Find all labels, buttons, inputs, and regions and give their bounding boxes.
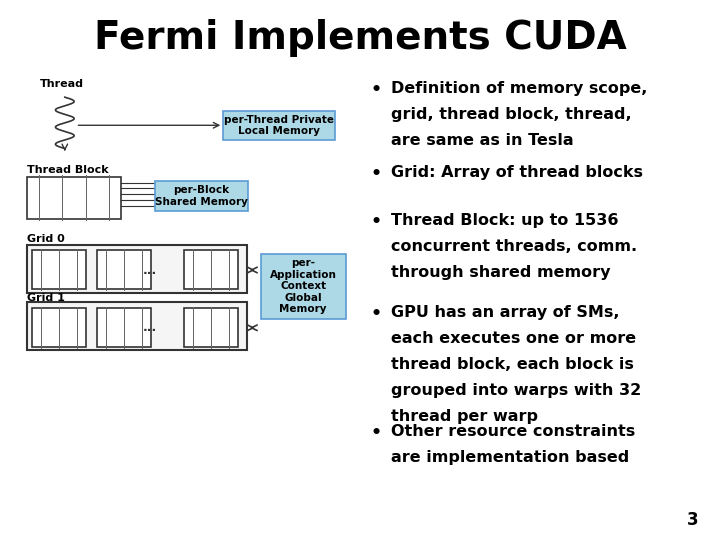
Text: per-Thread Private
Local Memory: per-Thread Private Local Memory [224, 115, 334, 137]
Text: Other resource constraints: Other resource constraints [391, 424, 635, 439]
Text: are implementation based: are implementation based [391, 450, 629, 465]
Text: Thread Block: up to 1536: Thread Block: up to 1536 [391, 213, 618, 228]
Text: ...: ... [143, 264, 157, 276]
Text: Grid 1: Grid 1 [27, 293, 66, 303]
FancyBboxPatch shape [261, 254, 346, 319]
Text: per-Block
Shared Memory: per-Block Shared Memory [156, 185, 248, 206]
Text: are same as in Tesla: are same as in Tesla [391, 133, 574, 148]
FancyBboxPatch shape [155, 181, 248, 211]
Text: Thread: Thread [40, 79, 84, 89]
Text: •: • [371, 305, 382, 323]
Text: Definition of memory scope,: Definition of memory scope, [391, 81, 647, 96]
Text: thread block, each block is: thread block, each block is [391, 357, 634, 372]
Bar [32, 308, 86, 347]
Text: GPU has an array of SMs,: GPU has an array of SMs, [391, 305, 619, 320]
Text: ...: ... [143, 321, 157, 334]
Text: grid, thread block, thread,: grid, thread block, thread, [391, 107, 631, 122]
Text: per-
Application
Context
Global
Memory: per- Application Context Global Memory [270, 258, 336, 314]
Bar [184, 250, 238, 289]
Bar [184, 308, 238, 347]
Text: •: • [371, 424, 382, 442]
Text: Thread Block: Thread Block [27, 165, 109, 175]
Text: Fermi Implements CUDA: Fermi Implements CUDA [94, 19, 626, 57]
Bar [27, 177, 121, 219]
Bar [97, 308, 151, 347]
Bar [27, 302, 247, 350]
Bar [32, 250, 86, 289]
Text: Grid: Array of thread blocks: Grid: Array of thread blocks [391, 165, 643, 180]
Text: concurrent threads, comm.: concurrent threads, comm. [391, 239, 637, 254]
Bar [97, 250, 151, 289]
Bar [27, 245, 247, 293]
Text: •: • [371, 165, 382, 183]
Text: 3: 3 [687, 511, 698, 529]
Text: each executes one or more: each executes one or more [391, 331, 636, 346]
Text: thread per warp: thread per warp [391, 409, 538, 424]
Text: grouped into warps with 32: grouped into warps with 32 [391, 383, 642, 398]
FancyBboxPatch shape [223, 111, 335, 140]
Text: •: • [371, 213, 382, 231]
Text: through shared memory: through shared memory [391, 265, 611, 280]
Text: •: • [371, 81, 382, 99]
Text: Grid 0: Grid 0 [27, 234, 65, 244]
